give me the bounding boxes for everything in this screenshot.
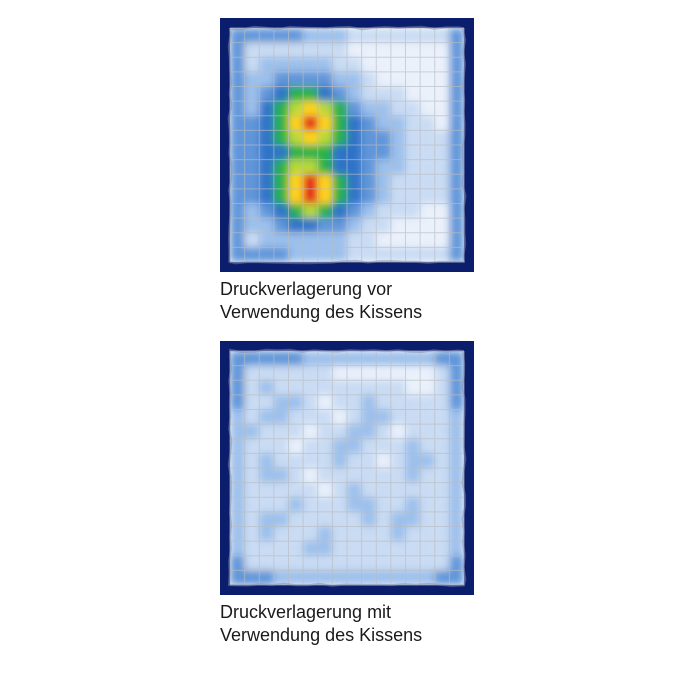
caption-after-line2: Verwendung des Kissens <box>220 625 422 645</box>
heatmap-frame-after <box>220 341 474 595</box>
caption-before-line1: Druckverlagerung vor <box>220 279 392 299</box>
caption-after-line1: Druckverlagerung mit <box>220 602 391 622</box>
caption-before-line2: Verwendung des Kissens <box>220 302 422 322</box>
heatmap-panel-after: Druckverlagerung mit Verwendung des Kiss… <box>220 341 480 646</box>
heatmap-frame-before <box>220 18 474 272</box>
heatmap-panel-before: Druckverlagerung vor Verwendung des Kiss… <box>220 18 480 323</box>
caption-before: Druckverlagerung vor Verwendung des Kiss… <box>220 278 480 323</box>
caption-after: Druckverlagerung mit Verwendung des Kiss… <box>220 601 480 646</box>
